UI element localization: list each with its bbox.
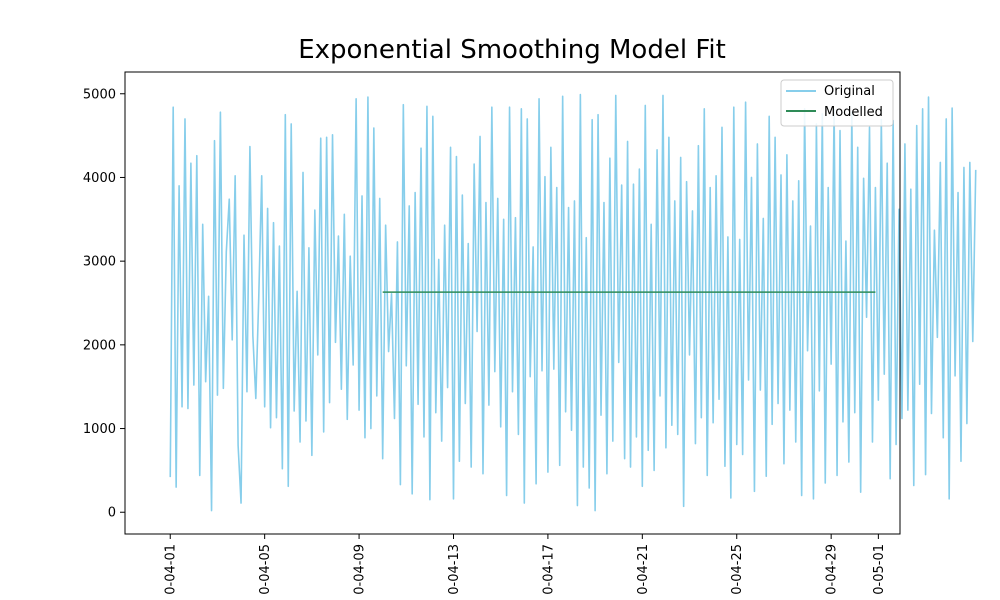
x-tick-label: 0-04-01 bbox=[164, 544, 179, 595]
x-tick-label: 0-04-25 bbox=[730, 544, 745, 595]
legend-label-original: Original bbox=[824, 84, 875, 99]
chart-title: Exponential Smoothing Model Fit bbox=[298, 35, 726, 65]
y-tick-label: 2000 bbox=[83, 338, 116, 353]
y-tick-label: 1000 bbox=[83, 422, 116, 437]
y-tick-label: 5000 bbox=[83, 87, 116, 102]
x-axis: 0-04-01 0-04-05 0-04-09 0-04-13 0-04-17 0-04-… bbox=[164, 534, 887, 595]
y-tick-label: 4000 bbox=[83, 171, 116, 186]
series-line-original bbox=[169, 93, 977, 512]
y-axis: 0 1000 2000 3000 4000 5000 bbox=[83, 87, 125, 521]
x-tick-label: 0-04-29 bbox=[825, 544, 840, 595]
x-tick-label: 0-04-05 bbox=[258, 544, 273, 595]
x-tick-label: 0-04-21 bbox=[636, 544, 651, 595]
x-tick-label: 0-05-01 bbox=[872, 544, 887, 595]
legend: Original Modelled bbox=[780, 79, 894, 127]
legend-label-modelled: Modelled bbox=[824, 105, 883, 120]
plot-frame bbox=[124, 71, 901, 535]
x-tick-label: 0-04-09 bbox=[353, 544, 368, 595]
y-tick-label: 0 bbox=[108, 506, 116, 521]
x-tick-label: 0-04-17 bbox=[541, 544, 556, 595]
plot-area bbox=[169, 93, 977, 512]
y-tick-label: 3000 bbox=[83, 255, 116, 270]
x-tick-label: 0-04-13 bbox=[447, 544, 462, 595]
